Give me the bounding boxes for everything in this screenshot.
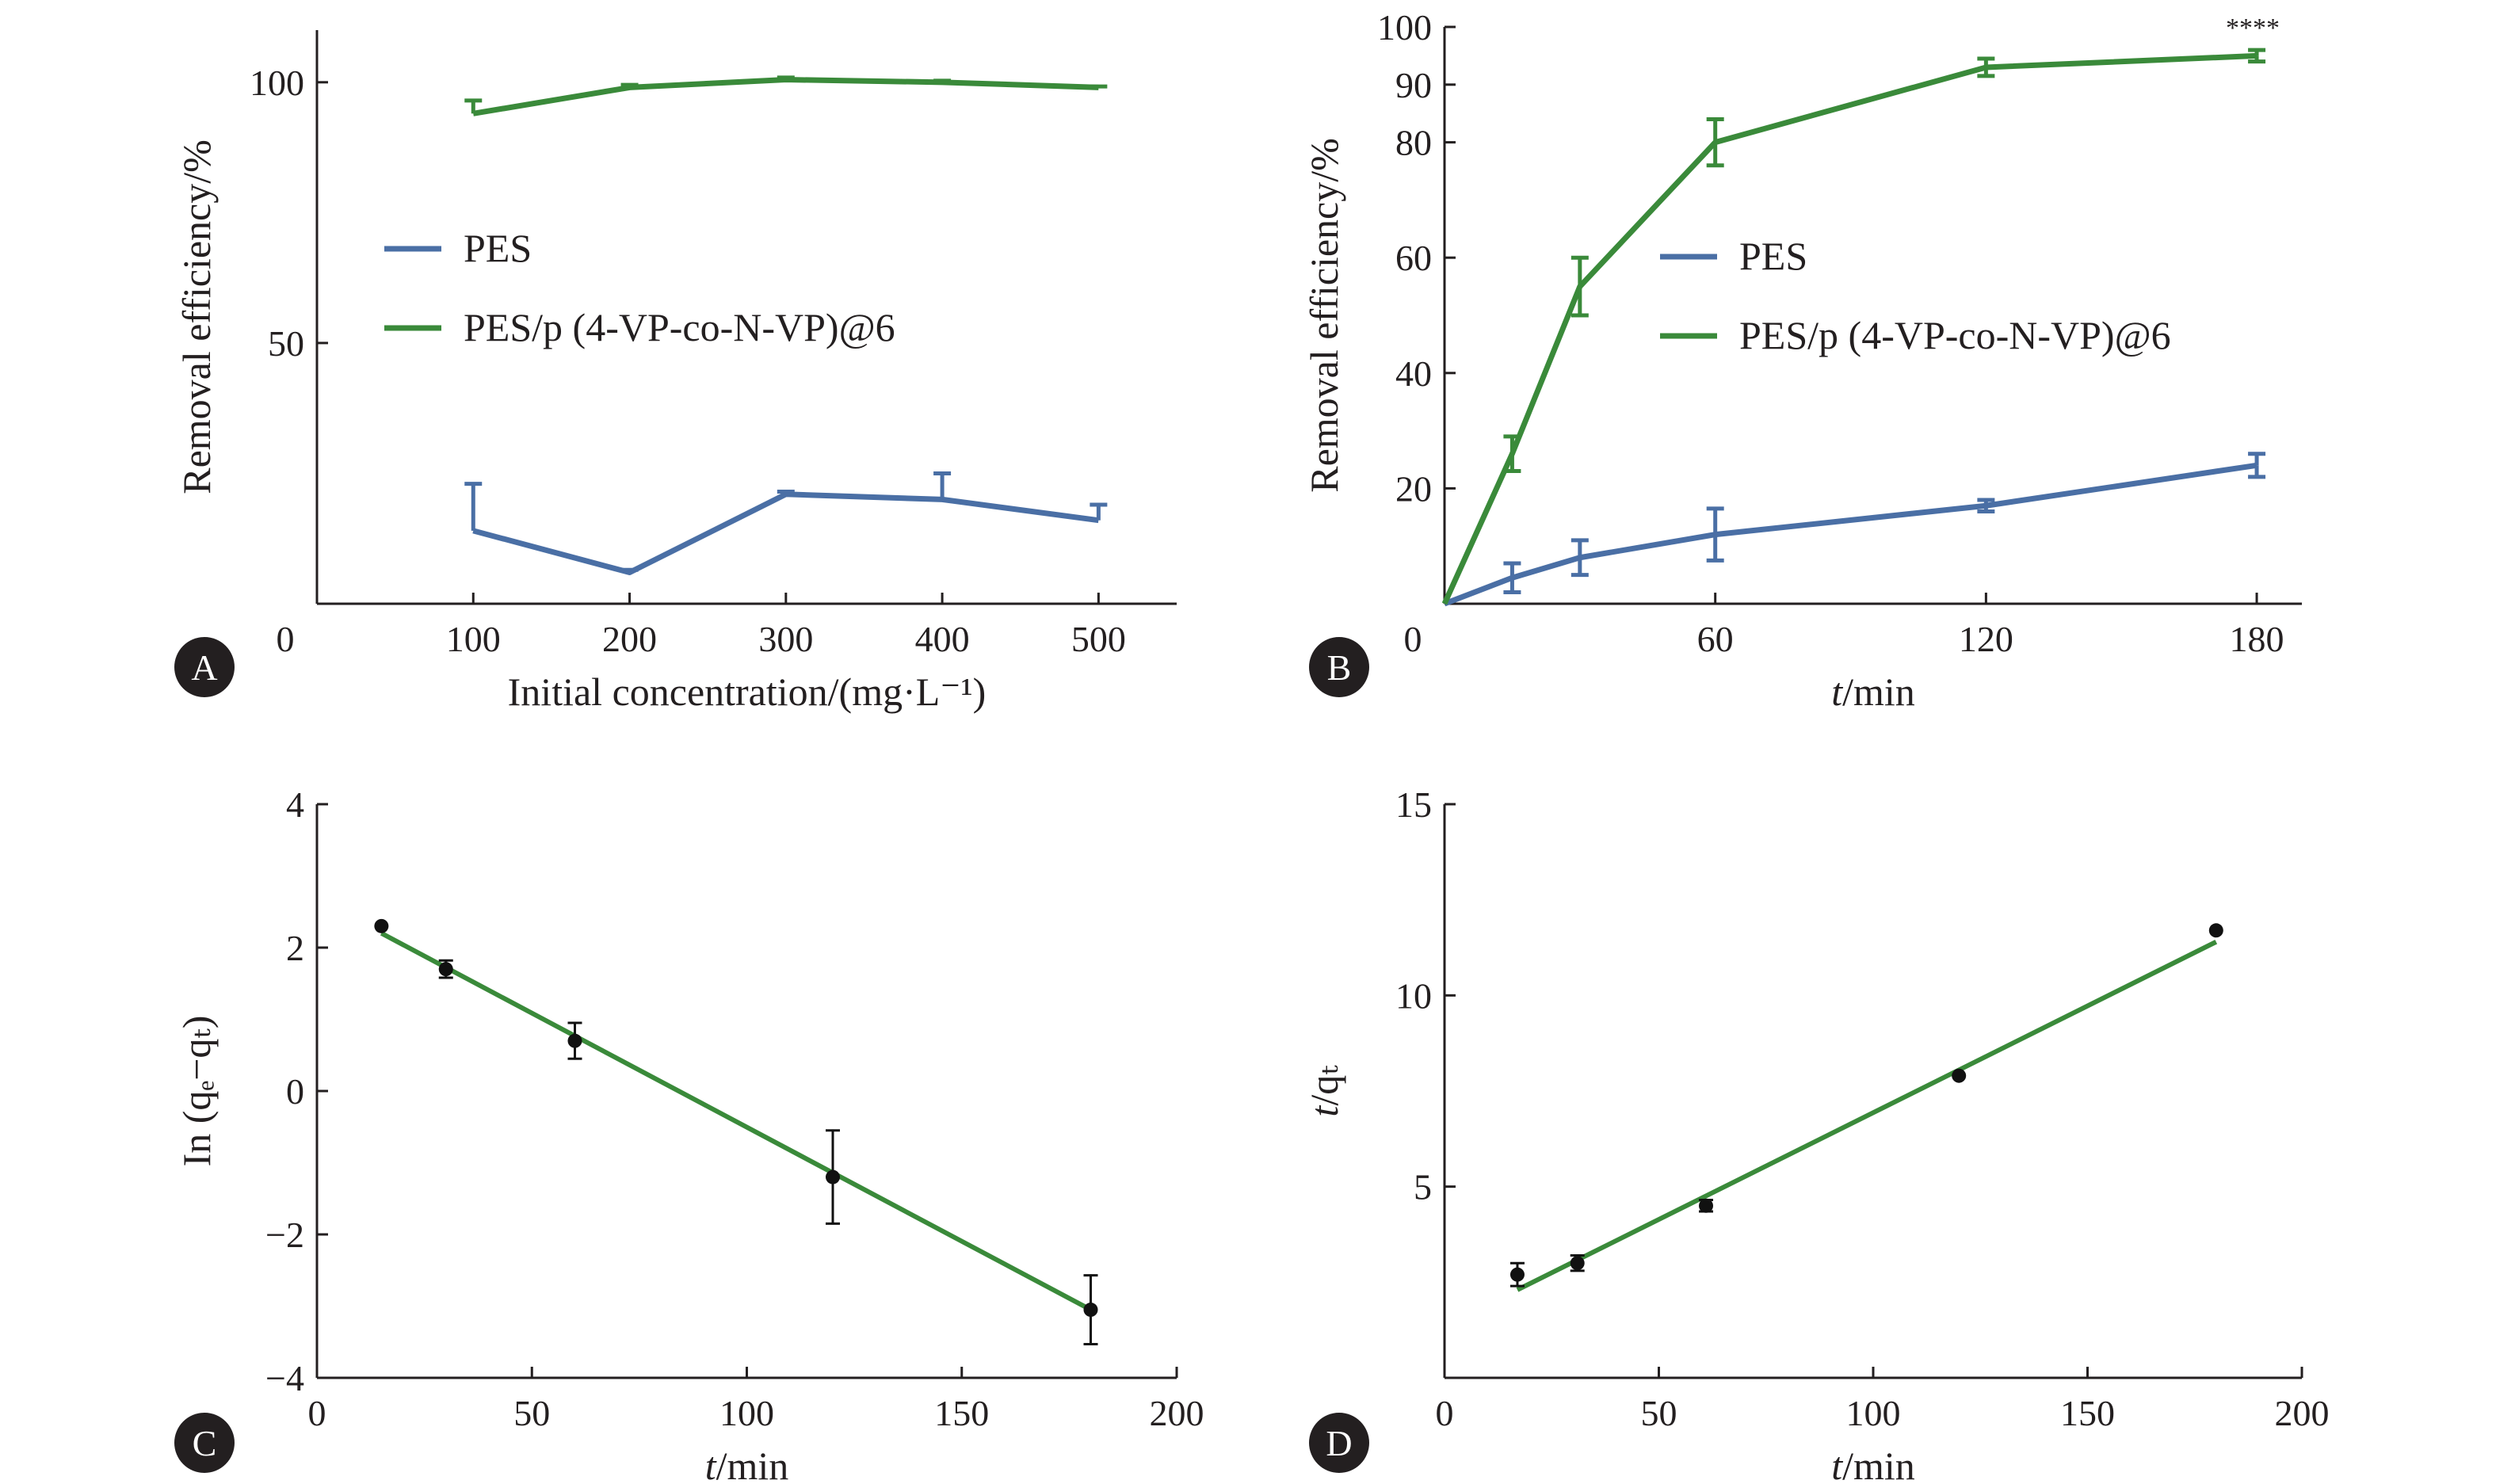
- panel-badge: [174, 637, 235, 697]
- x-axis-title-var: t: [705, 1444, 717, 1484]
- panel-badge: [1309, 1413, 1369, 1473]
- x-tick-label: 0: [1404, 619, 1422, 659]
- x-tick-label: 0: [277, 619, 295, 659]
- x-tick-label: 500: [1071, 619, 1126, 659]
- y-axis-title: Removal efficiency/%: [174, 139, 219, 494]
- data-point: [826, 1169, 840, 1185]
- x-axis-title-var: t: [1831, 670, 1843, 714]
- y-axis-title: Removal efficiency/%: [1302, 138, 1346, 493]
- y-tick-label: 2: [286, 928, 304, 968]
- x-tick-label: 100: [719, 1393, 774, 1433]
- x-tick-label: 180: [2230, 619, 2284, 659]
- y-tick-label: 40: [1395, 353, 1432, 394]
- y-tick-label: 50: [268, 323, 304, 364]
- x-tick-label: 200: [602, 619, 657, 659]
- series-line-0: [1443, 462, 2257, 607]
- x-tick-label: 100: [1846, 1393, 1901, 1433]
- y-tick-label: 0: [286, 1071, 304, 1112]
- panel-badge: [1309, 637, 1369, 697]
- x-axis-title-unit: /min: [1842, 670, 1915, 714]
- data-point: [1699, 1198, 1714, 1213]
- x-tick-label: 300: [758, 619, 813, 659]
- data-point: [1509, 1267, 1525, 1282]
- y-axis-title: In (qₑ−qₜ): [174, 1016, 219, 1167]
- y-tick-label: −4: [265, 1358, 304, 1398]
- panel-b: 0 60 120 180 20 40 60 80 90 100 t/min Removal effic…: [1302, 7, 2302, 714]
- data-point: [374, 918, 389, 933]
- legend-label-1: PES/p (4-VP-co-N-VP)@6: [1739, 313, 2171, 357]
- x-tick-label: 100: [446, 619, 501, 659]
- x-tick-label: 400: [915, 619, 970, 659]
- legend-label-0: PES: [1739, 234, 1807, 278]
- x-axis-title-unit: /min: [716, 1444, 789, 1484]
- panel-badge: [174, 1413, 235, 1473]
- data-point: [1952, 1068, 1967, 1083]
- x-tick-label: 0: [1436, 1393, 1454, 1433]
- significance-annotation: ****: [2226, 13, 2280, 43]
- data-point: [1083, 1303, 1098, 1318]
- y-tick-label: 100: [250, 63, 304, 103]
- y-tick-label: 90: [1395, 65, 1432, 105]
- series-line-0: [472, 491, 1099, 576]
- x-tick-label: 0: [308, 1393, 326, 1433]
- panel-c: 0 50 100 150 200 −4 −2 0 2 4 t/min In (qₑ−qₜ) C: [174, 784, 1204, 1484]
- x-tick-label: 60: [1697, 619, 1734, 659]
- y-tick-label: 15: [1395, 784, 1432, 825]
- x-tick-label: 200: [1150, 1393, 1204, 1433]
- panel-badge-label: B: [1327, 647, 1352, 688]
- x-axis-title: Initial concentration/(mg·L⁻¹): [508, 670, 987, 714]
- y-axis-title: t/qₜ: [1302, 1065, 1346, 1117]
- y-tick-label: 20: [1395, 468, 1432, 509]
- x-tick-label: 200: [2275, 1393, 2330, 1433]
- x-tick-label: 50: [1641, 1393, 1677, 1433]
- x-axis-title-unit: /min: [1842, 1444, 1915, 1484]
- x-tick-label: 150: [2060, 1393, 2115, 1433]
- series-line-1: [472, 77, 1099, 116]
- panel-badge-label: C: [193, 1423, 217, 1463]
- data-point: [1570, 1256, 1585, 1271]
- panel-badge-label: A: [191, 647, 217, 688]
- y-tick-label: 80: [1395, 123, 1432, 163]
- y-axis-title-unit: /qₜ: [1302, 1065, 1346, 1106]
- legend-label-1: PES/p (4-VP-co-N-VP)@6: [464, 305, 895, 349]
- x-axis-title-var: t: [1831, 1444, 1843, 1484]
- x-axis-title: t/min: [705, 1444, 789, 1484]
- y-tick-label: 60: [1395, 238, 1432, 278]
- x-tick-label: 50: [513, 1393, 550, 1433]
- x-tick-label: 150: [934, 1393, 989, 1433]
- fit-line: [380, 931, 1092, 1312]
- x-tick-label: 120: [1959, 619, 2013, 659]
- x-axis-title: t/min: [1831, 670, 1915, 714]
- y-tick-label: 5: [1414, 1167, 1432, 1207]
- y-tick-label: 100: [1377, 7, 1432, 48]
- fit-line: [1516, 940, 2218, 1292]
- data-point: [2208, 923, 2223, 938]
- y-axis-title-var: t: [1302, 1105, 1346, 1117]
- legend-label-0: PES: [464, 226, 532, 270]
- y-tick-label: 10: [1395, 975, 1432, 1016]
- series-line-1: [1441, 52, 2257, 605]
- data-point: [438, 962, 453, 977]
- panel-badge-label: D: [1326, 1423, 1352, 1463]
- y-tick-label: −2: [265, 1215, 304, 1255]
- x-axis-title: t/min: [1831, 1444, 1915, 1484]
- y-tick-label: 4: [286, 784, 304, 825]
- data-point: [567, 1033, 582, 1048]
